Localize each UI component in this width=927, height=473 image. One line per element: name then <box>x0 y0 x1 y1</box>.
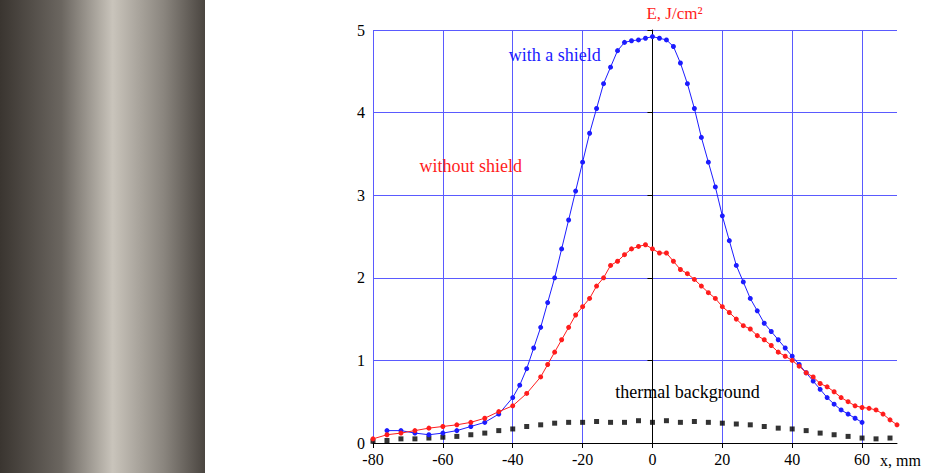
svg-text:3: 3 <box>357 187 365 204</box>
svg-text:without shield: without shield <box>420 156 523 176</box>
svg-text:thermal background: thermal background <box>615 382 759 402</box>
svg-text:-80: -80 <box>362 451 383 468</box>
svg-text:x, mm: x, mm <box>880 452 921 469</box>
svg-text:20: 20 <box>714 451 730 468</box>
svg-text:60: 60 <box>854 451 870 468</box>
svg-text:5: 5 <box>357 22 365 39</box>
svg-text:40: 40 <box>784 451 800 468</box>
svg-text:1: 1 <box>357 352 365 369</box>
svg-text:4: 4 <box>357 104 365 121</box>
svg-text:0: 0 <box>357 435 365 452</box>
svg-text:E, J/cm²: E, J/cm² <box>646 4 702 23</box>
svg-text:-60: -60 <box>432 451 453 468</box>
svg-text:-40: -40 <box>502 451 523 468</box>
svg-text:0: 0 <box>648 451 656 468</box>
svg-text:2: 2 <box>357 269 365 286</box>
svg-text:with a shield: with a shield <box>509 45 601 65</box>
svg-text:-20: -20 <box>572 451 593 468</box>
